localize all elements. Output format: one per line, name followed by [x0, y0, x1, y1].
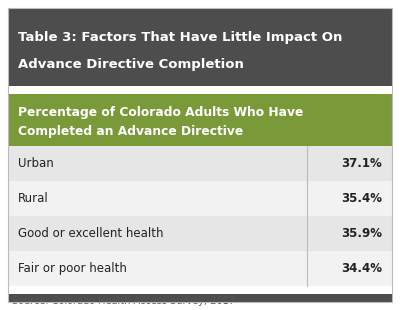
Text: Table 3: Factors That Have Little Impact On: Table 3: Factors That Have Little Impact…: [18, 31, 342, 44]
Bar: [8, 146, 392, 181]
Text: 34.4%: 34.4%: [341, 262, 382, 275]
Text: Percentage of Colorado Adults Who Have: Percentage of Colorado Adults Who Have: [18, 106, 303, 119]
Text: Advance Directive Completion: Advance Directive Completion: [18, 58, 244, 71]
Bar: [8, 181, 392, 216]
Text: 35.9%: 35.9%: [341, 227, 382, 240]
Text: Rural: Rural: [18, 192, 49, 205]
Text: 35.4%: 35.4%: [341, 192, 382, 205]
Text: Completed an Advance Directive: Completed an Advance Directive: [18, 125, 243, 138]
Text: Urban: Urban: [18, 157, 54, 170]
Bar: [8, 251, 392, 286]
Text: Fair or poor health: Fair or poor health: [18, 262, 127, 275]
Bar: [8, 8, 392, 86]
Bar: [8, 216, 392, 251]
Bar: [8, 94, 392, 146]
Bar: [8, 294, 392, 302]
Text: Source: Colorado Health Access Survey, 2017: Source: Colorado Health Access Survey, 2…: [12, 296, 235, 306]
Text: Good or excellent health: Good or excellent health: [18, 227, 164, 240]
Text: 37.1%: 37.1%: [341, 157, 382, 170]
